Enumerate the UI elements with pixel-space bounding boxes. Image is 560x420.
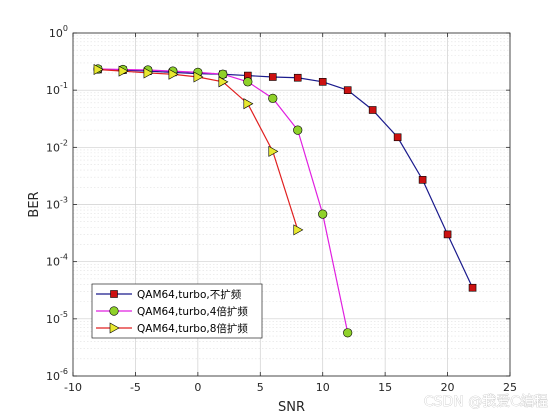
legend-label: QAM64,turbo,不扩频 — [137, 288, 242, 301]
data-point — [418, 176, 427, 184]
grid — [72, 32, 511, 377]
x-tick-label: 10 — [316, 381, 330, 394]
series-1 — [94, 65, 477, 292]
data-point — [243, 77, 253, 87]
data-point — [293, 224, 304, 236]
legend-label: QAM64,turbo,8倍扩频 — [137, 322, 248, 335]
y-tick-label: 10-3 — [46, 196, 68, 212]
y-tick-label: 10-6 — [46, 367, 68, 383]
data-point — [318, 209, 328, 219]
series-group — [93, 63, 477, 338]
data-point — [343, 328, 353, 338]
series-3 — [93, 63, 304, 236]
data-point — [268, 73, 277, 81]
legend-label: QAM64,turbo,4倍扩频 — [137, 305, 248, 318]
legend: QAM64,turbo,不扩频 QAM64,turbo,4倍扩频 QAM64,tur… — [91, 283, 263, 339]
data-point — [218, 76, 229, 88]
data-point — [293, 73, 302, 82]
watermark: CSDN @我爱C编程 — [424, 394, 548, 410]
y-axis-label: BER — [27, 191, 42, 217]
x-tick-label: 15 — [378, 381, 392, 394]
x-tick-labels: -10 -5 0 5 10 15 20 25 — [64, 381, 517, 394]
data-point — [368, 106, 377, 114]
data-point — [143, 67, 154, 79]
data-point — [443, 230, 452, 239]
data-point — [393, 133, 402, 142]
x-tick-label: 5 — [257, 381, 264, 394]
legend-marker — [110, 290, 118, 298]
x-tick-label: 20 — [441, 381, 455, 394]
x-tick-label: 0 — [194, 381, 201, 394]
data-point — [268, 93, 278, 103]
y-tick-labels: 100 10-1 10-2 10-3 10-4 10-5 10-6 — [46, 24, 68, 383]
data-point — [218, 69, 228, 79]
data-point — [193, 71, 204, 83]
x-axis-label: SNR — [278, 400, 305, 415]
x-tick-label: 25 — [503, 381, 517, 394]
axes — [72, 32, 511, 377]
data-point — [343, 86, 352, 94]
x-tick-label: -5 — [130, 381, 141, 394]
data-point — [118, 65, 129, 77]
data-point — [468, 283, 477, 292]
y-tick-label: 100 — [49, 24, 68, 40]
series-line — [97, 68, 474, 288]
data-point — [243, 98, 254, 110]
x-tick-label: -10 — [64, 381, 82, 394]
data-point — [93, 63, 104, 75]
data-point — [268, 145, 279, 157]
legend-marker — [109, 322, 120, 334]
y-tick-label: 10-1 — [46, 81, 68, 97]
y-tick-label: 10-5 — [46, 310, 68, 326]
y-tick-label: 10-2 — [46, 138, 68, 154]
data-point — [318, 78, 327, 86]
legend-marker — [109, 306, 119, 316]
y-tick-label: 10-4 — [46, 253, 68, 269]
data-point — [293, 125, 303, 135]
data-point — [168, 68, 179, 80]
